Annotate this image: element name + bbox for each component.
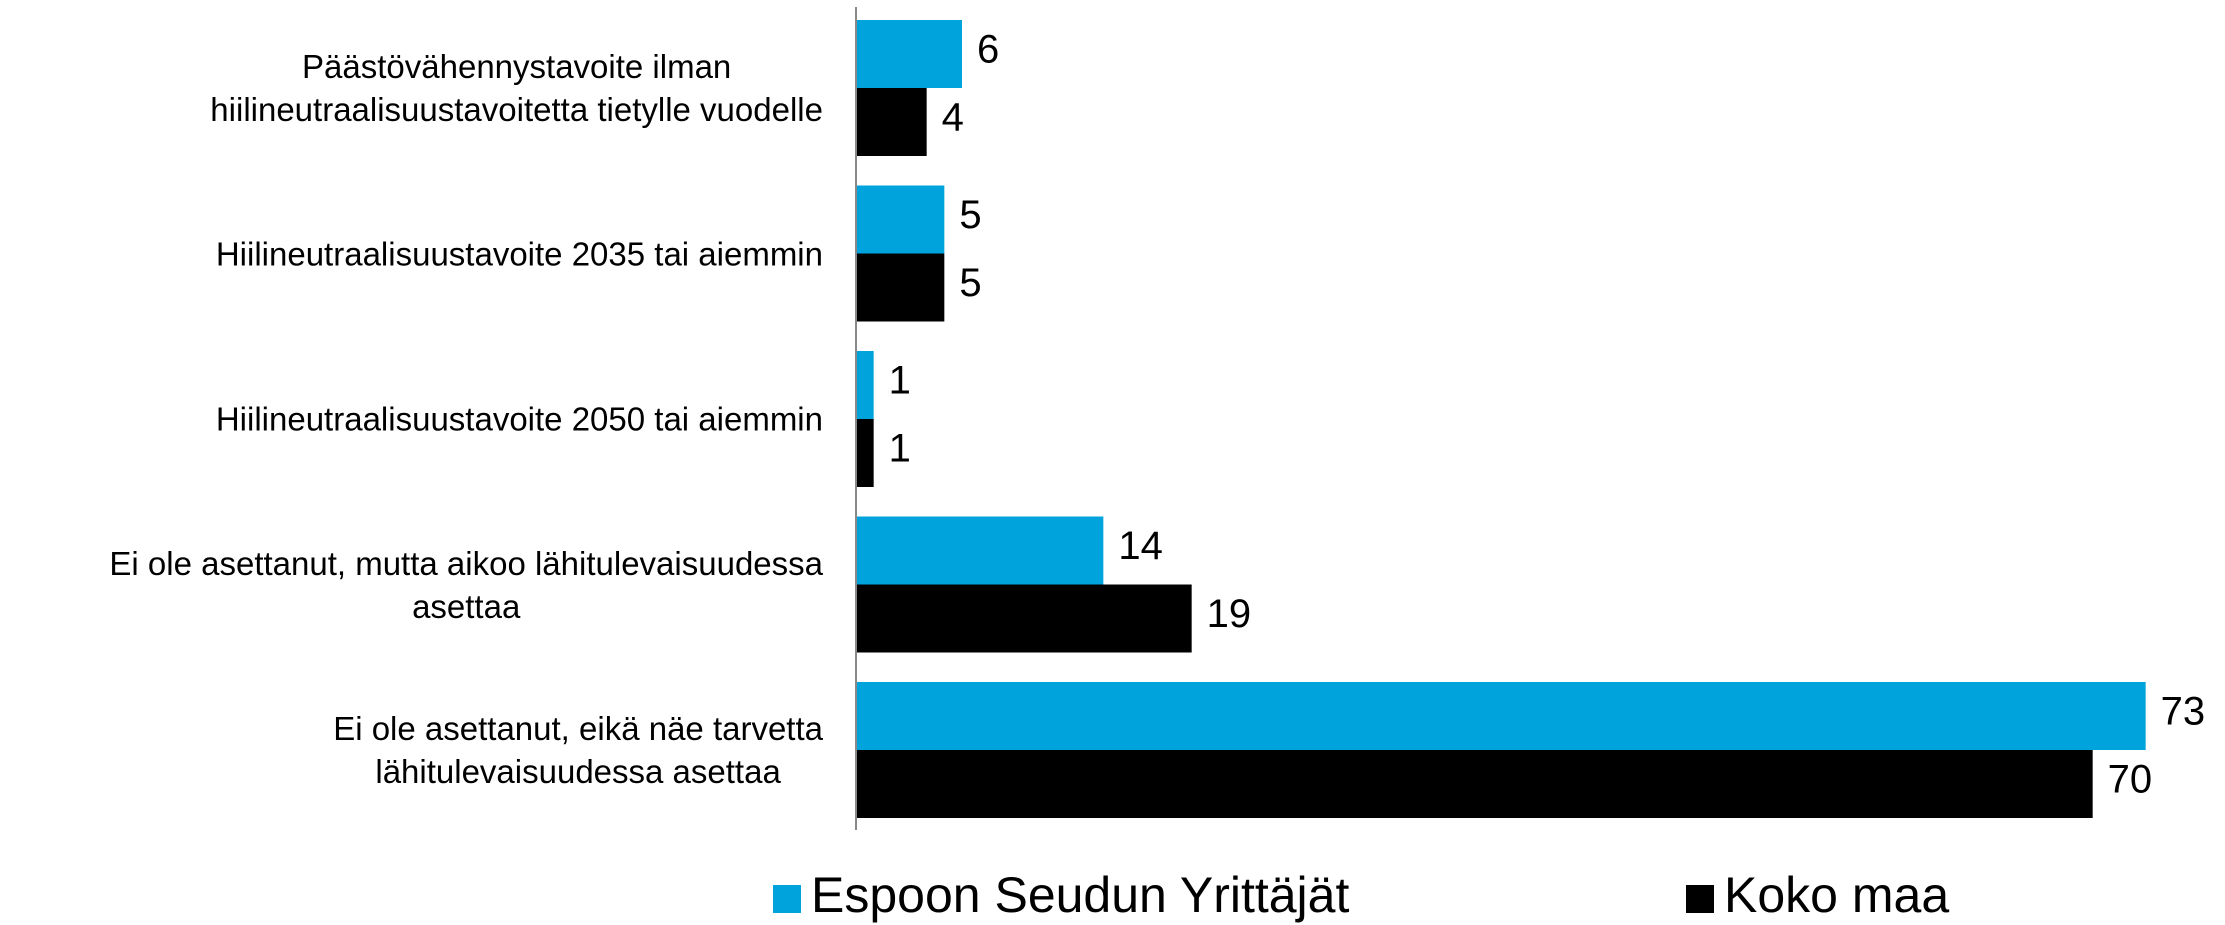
bar <box>856 20 962 88</box>
value-label: 14 <box>1118 524 1163 568</box>
legend-swatch <box>773 885 801 913</box>
value-label: 4 <box>942 96 964 140</box>
value-label: 1 <box>889 359 911 403</box>
legend-swatch <box>1686 885 1714 913</box>
bar <box>856 185 945 254</box>
value-label: 5 <box>959 193 981 237</box>
category-label: Päästövähennystavoite ilman hiilineutraa… <box>210 48 823 128</box>
bar <box>856 682 2146 750</box>
category-label: Hiilineutraalisuustavoite 2035 tai aiemm… <box>215 235 823 272</box>
value-label: 70 <box>2108 758 2153 802</box>
bar <box>856 419 874 487</box>
value-label: 1 <box>889 427 911 471</box>
bar <box>856 750 2093 818</box>
legend-label: Koko maa <box>1724 867 1949 923</box>
category-label: Ei ole asettanut, mutta aikoo lähituleva… <box>109 544 823 625</box>
bar <box>856 253 945 322</box>
category-label: Hiilineutraalisuustavoite 2050 tai aiemm… <box>215 400 823 438</box>
bar <box>856 351 874 419</box>
value-label: 19 <box>1207 592 1252 636</box>
value-label: 5 <box>959 261 981 305</box>
bar <box>856 88 927 156</box>
legend-label: Espoon Seudun Yrittäjät <box>811 867 1349 923</box>
value-label: 6 <box>977 28 999 72</box>
value-label: 73 <box>2161 690 2206 734</box>
bar <box>856 584 1192 653</box>
bar <box>856 516 1104 585</box>
category-label: Ei ole asettanut, eikä näe tarvetta lähi… <box>333 710 823 790</box>
